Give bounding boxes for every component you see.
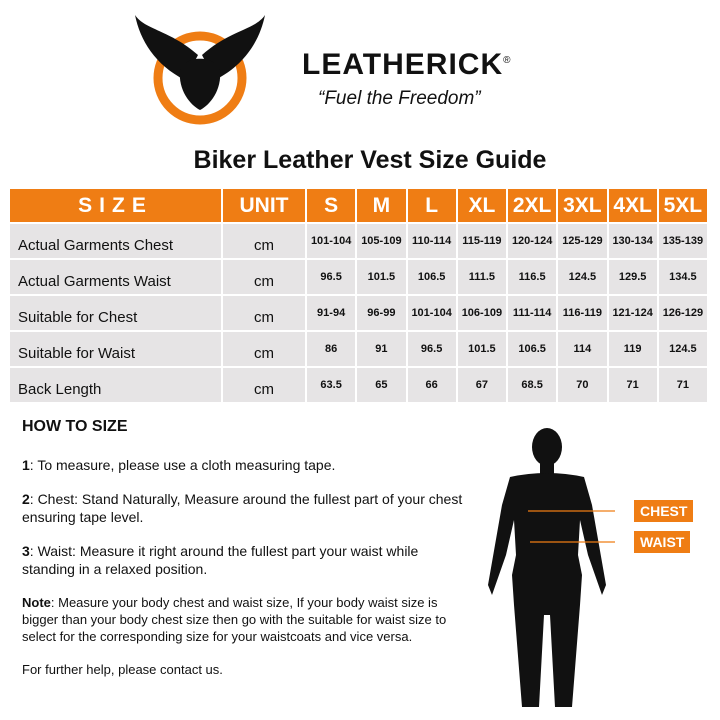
value-cell: 106.5	[508, 332, 557, 366]
step-1: 1: To measure, please use a cloth measur…	[22, 456, 492, 474]
value-cell: 71	[658, 368, 707, 402]
value-cell: 129.5	[608, 260, 657, 294]
registered-mark: ®	[503, 55, 512, 66]
table-header-row: SIZE UNIT S M L XL 2XL 3XL 4XL 5XL	[10, 189, 707, 222]
brand-logo	[135, 15, 265, 125]
value-cell: 66	[407, 368, 456, 402]
table-row: Suitable for Waist cm 86 91 96.5 101.5 106.5 11…	[10, 332, 707, 366]
how-to-heading: HOW TO SIZE	[22, 418, 128, 435]
value-cell: 126-129	[658, 296, 707, 330]
brand-name: LEATHERICK®	[302, 48, 511, 82]
value-cell: 91-94	[307, 296, 356, 330]
column-header: XL	[457, 189, 506, 222]
size-table: SIZE UNIT S M L XL 2XL 3XL 4XL 5XL Actual Garment…	[8, 187, 709, 404]
table-row: Back Length cm 63.5 65 66 67 68.5 70 71 71	[10, 368, 707, 402]
value-cell: 125-129	[558, 224, 607, 258]
value-cell: 111.5	[457, 260, 506, 294]
step-number: 2	[22, 491, 30, 507]
table-row: Actual Garments Chest cm 101-104 105-109 110…	[10, 224, 707, 258]
value-cell: 111-114	[508, 296, 557, 330]
value-cell: 110-114	[407, 224, 456, 258]
table-row: Actual Garments Waist cm 96.5 101.5 106.5 111…	[10, 260, 707, 294]
value-cell: 124.5	[558, 260, 607, 294]
chest-label: CHEST	[634, 500, 694, 522]
value-cell: 130-134	[608, 224, 657, 258]
value-cell: 115-119	[457, 224, 506, 258]
value-cell: 68.5	[508, 368, 557, 402]
unit-cell: cm	[223, 368, 305, 402]
column-header: 3XL	[558, 189, 607, 222]
row-label: Suitable for Chest	[10, 296, 221, 330]
page-title: Biker Leather Vest Size Guide	[193, 146, 547, 174]
waist-label: WAIST	[634, 531, 691, 553]
value-cell: 106-109	[457, 296, 506, 330]
step-number: 1	[22, 457, 30, 473]
value-cell: 96.5	[407, 332, 456, 366]
column-header: L	[407, 189, 456, 222]
value-cell: 124.5	[658, 332, 707, 366]
value-cell: 134.5	[658, 260, 707, 294]
unit-cell: cm	[223, 296, 305, 330]
step-text: : Chest: Stand Naturally, Measure around…	[22, 491, 463, 525]
unit-cell: cm	[223, 224, 305, 258]
how-to-size: HOW TO SIZE 1: To measure, please use a …	[22, 418, 492, 694]
step-number: 3	[22, 543, 30, 559]
note-text: : Measure your body chest and waist size…	[22, 595, 447, 644]
table-row: Suitable for Chest cm 91-94 96-99 101-104 106…	[10, 296, 707, 330]
value-cell: 114	[558, 332, 607, 366]
row-label: Actual Garments Waist	[10, 260, 221, 294]
column-header: UNIT	[223, 189, 305, 222]
value-cell: 70	[558, 368, 607, 402]
brand-name-text: LEATHERICK	[302, 48, 504, 81]
value-cell: 121-124	[608, 296, 657, 330]
unit-cell: cm	[223, 260, 305, 294]
value-cell: 120-124	[508, 224, 557, 258]
column-header: 4XL	[608, 189, 657, 222]
column-header: 5XL	[658, 189, 707, 222]
value-cell: 63.5	[307, 368, 356, 402]
value-cell: 116-119	[558, 296, 607, 330]
value-cell: 106.5	[407, 260, 456, 294]
value-cell: 67	[457, 368, 506, 402]
value-cell: 105-109	[357, 224, 406, 258]
contact-text: For further help, please contact us.	[22, 662, 223, 677]
value-cell: 116.5	[508, 260, 557, 294]
note: Note: Measure your body chest and waist …	[22, 594, 452, 645]
step-text: : Waist: Measure it right around the ful…	[22, 543, 419, 577]
note-label: Note	[22, 595, 51, 610]
value-cell: 101.5	[357, 260, 406, 294]
value-cell: 96-99	[357, 296, 406, 330]
row-label: Actual Garments Chest	[10, 224, 221, 258]
row-label: Suitable for Waist	[10, 332, 221, 366]
value-cell: 119	[608, 332, 657, 366]
body-silhouette	[488, 428, 615, 707]
value-cell: 71	[608, 368, 657, 402]
step-3: 3: Waist: Measure it right around the fu…	[22, 542, 472, 578]
value-cell: 65	[357, 368, 406, 402]
value-cell: 96.5	[307, 260, 356, 294]
value-cell: 101-104	[407, 296, 456, 330]
value-cell: 135-139	[658, 224, 707, 258]
column-header: SIZE	[10, 189, 221, 222]
column-header: 2XL	[508, 189, 557, 222]
value-cell: 91	[357, 332, 406, 366]
step-2: 2: Chest: Stand Naturally, Measure aroun…	[22, 490, 472, 526]
value-cell: 101-104	[307, 224, 356, 258]
value-cell: 86	[307, 332, 356, 366]
row-label: Back Length	[10, 368, 221, 402]
tagline: “Fuel the Freedom”	[318, 88, 481, 109]
value-cell: 101.5	[457, 332, 506, 366]
column-header: S	[307, 189, 356, 222]
column-header: M	[357, 189, 406, 222]
unit-cell: cm	[223, 332, 305, 366]
step-text: : To measure, please use a cloth measuri…	[29, 457, 336, 473]
